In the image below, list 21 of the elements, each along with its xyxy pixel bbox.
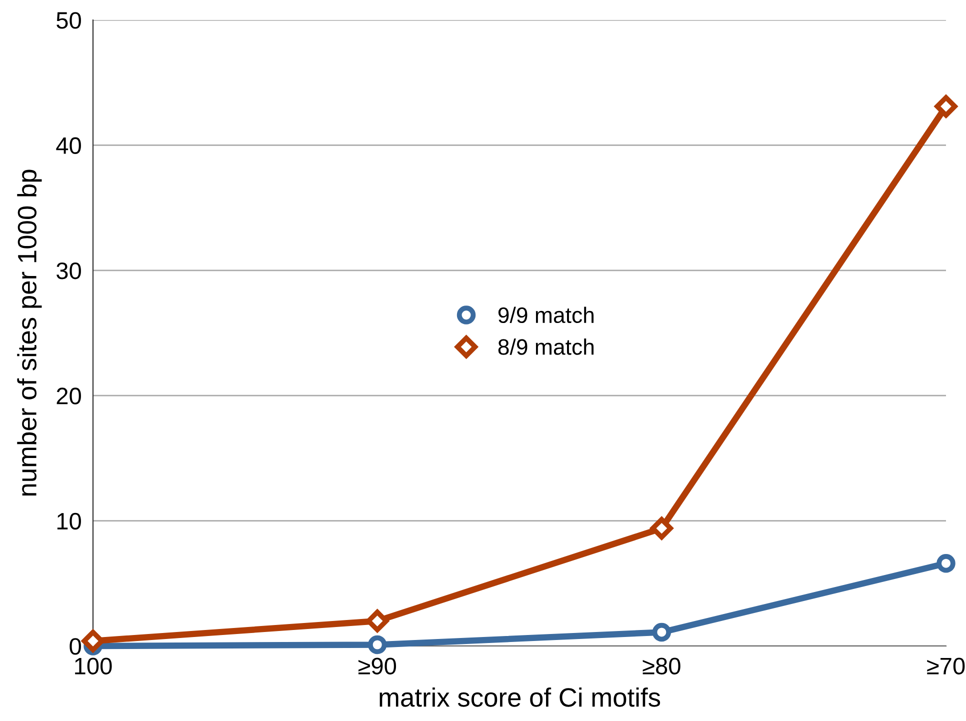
point: [368, 635, 387, 654]
y-tick-label: 30: [56, 262, 81, 280]
point: [82, 630, 104, 652]
y-tick-label: 10: [57, 512, 81, 530]
x-tick-label: ≥70: [927, 658, 965, 674]
x-tick-label: ≥80: [642, 658, 680, 674]
y-tick-label: 20: [56, 388, 81, 404]
y-tick-label: 50: [56, 12, 81, 29]
point: [934, 95, 958, 118]
x-tick-label: 100: [75, 658, 112, 674]
legend-label: 9/9 match: [498, 306, 594, 324]
y-tick-label: 0: [70, 638, 81, 655]
y-axis-title: number of sites per 1000 bp: [17, 170, 42, 496]
x-tick-label: ≥90: [358, 658, 396, 674]
point: [650, 517, 673, 540]
point: [652, 622, 672, 642]
y-tick-label: 40: [56, 137, 81, 154]
x-axis-title: matrix score of Ci motifs: [380, 687, 660, 707]
legend-label: 8/9 match: [498, 338, 594, 355]
point: [936, 554, 956, 573]
point: [366, 610, 389, 632]
